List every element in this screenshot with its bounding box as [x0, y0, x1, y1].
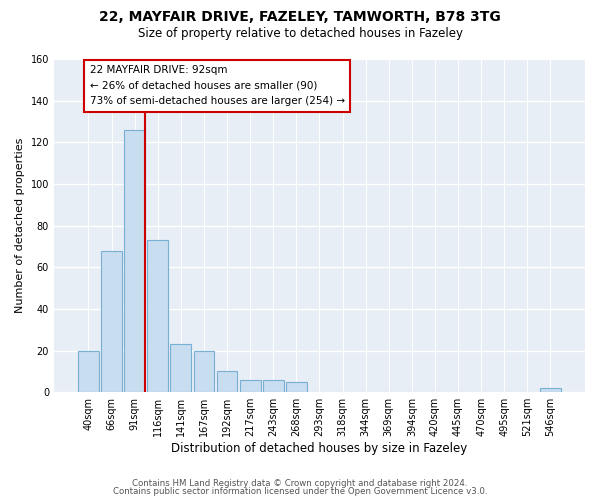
Bar [78, 350, 99, 392]
Bar [148, 240, 168, 392]
Bar [263, 380, 284, 392]
X-axis label: Distribution of detached houses by size in Fazeley: Distribution of detached houses by size … [172, 442, 467, 455]
Bar [217, 372, 238, 392]
Bar [286, 382, 307, 392]
Bar [170, 344, 191, 392]
Bar [240, 380, 260, 392]
Text: 22, MAYFAIR DRIVE, FAZELEY, TAMWORTH, B78 3TG: 22, MAYFAIR DRIVE, FAZELEY, TAMWORTH, B7… [99, 10, 501, 24]
Text: Contains HM Land Registry data © Crown copyright and database right 2024.: Contains HM Land Registry data © Crown c… [132, 478, 468, 488]
Bar [124, 130, 145, 392]
Bar [101, 250, 122, 392]
Text: Size of property relative to detached houses in Fazeley: Size of property relative to detached ho… [137, 28, 463, 40]
Bar [194, 350, 214, 392]
Text: Contains public sector information licensed under the Open Government Licence v3: Contains public sector information licen… [113, 487, 487, 496]
Text: 22 MAYFAIR DRIVE: 92sqm
← 26% of detached houses are smaller (90)
73% of semi-de: 22 MAYFAIR DRIVE: 92sqm ← 26% of detache… [89, 65, 345, 106]
Bar [540, 388, 561, 392]
Y-axis label: Number of detached properties: Number of detached properties [15, 138, 25, 314]
